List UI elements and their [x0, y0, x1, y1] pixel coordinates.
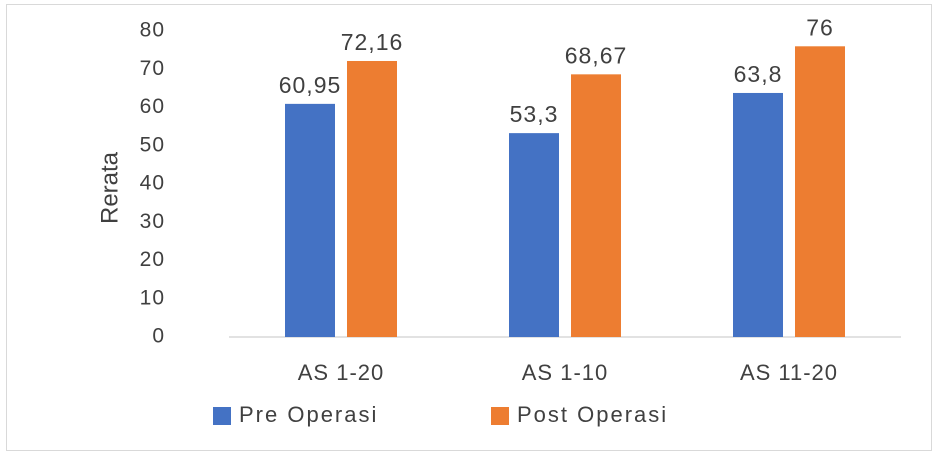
y-tick-label: 0 — [152, 325, 165, 348]
bars — [285, 46, 845, 338]
data-label: 72,16 — [341, 29, 404, 55]
legend-label: Post Operasi — [517, 402, 668, 427]
y-tick-label: 30 — [140, 210, 165, 233]
bar — [509, 133, 559, 337]
bar — [795, 46, 845, 338]
bar — [733, 92, 783, 337]
chart-frame: Rerata 0 10 20 30 40 50 60 70 80 60,95 72,16 53,3 6… — [6, 4, 932, 451]
data-labels: 60,95 72,16 53,3 68,67 63,8 76 — [279, 14, 834, 127]
category-label: AS 1-10 — [522, 360, 609, 385]
data-label: 53,3 — [510, 101, 559, 127]
y-tick-label: 80 — [140, 19, 165, 42]
y-axis-title: Rerata — [96, 151, 123, 224]
legend-swatch — [491, 407, 509, 425]
bar — [571, 74, 621, 337]
y-tick-label: 20 — [140, 248, 165, 271]
y-tick-label: 60 — [140, 95, 165, 118]
data-label: 63,8 — [734, 61, 783, 87]
category-labels: AS 1-20 AS 1-10 AS 11-20 — [298, 360, 838, 385]
bar — [347, 60, 397, 337]
legend-label: Pre Operasi — [239, 402, 378, 427]
y-tick-label: 70 — [140, 57, 165, 80]
legend-swatch — [213, 407, 231, 425]
bar — [285, 103, 335, 338]
y-tick-label: 40 — [140, 172, 165, 195]
data-label: 60,95 — [279, 72, 342, 98]
y-tick-label: 10 — [140, 286, 165, 309]
category-label: AS 11-20 — [740, 360, 838, 385]
data-label: 68,67 — [565, 42, 628, 68]
data-label: 76 — [806, 14, 834, 40]
category-label: AS 1-20 — [298, 360, 385, 385]
legend: Pre Operasi Post Operasi — [213, 402, 668, 427]
y-axis-ticks: 0 10 20 30 40 50 60 70 80 — [140, 19, 165, 348]
y-tick-label: 50 — [140, 133, 165, 156]
